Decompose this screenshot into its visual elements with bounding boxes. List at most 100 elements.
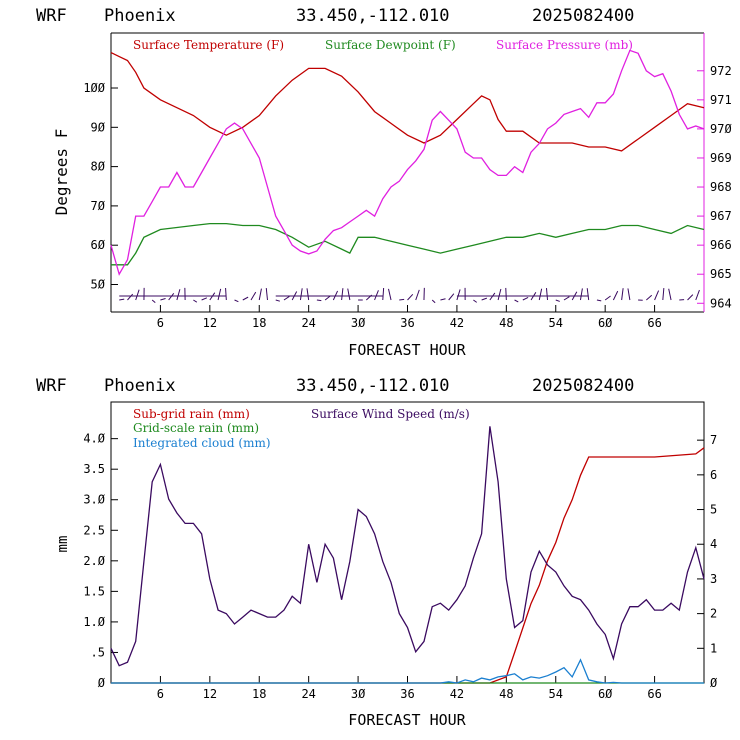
wind-barb [522,296,529,301]
top-xtick-label: 6 [157,316,164,330]
bottom-xtick-label: 42 [450,687,464,701]
series-line-surface-dewpoint-f [111,222,705,266]
bottom-xtick-label: 36 [400,687,414,701]
wind-barb [695,289,700,301]
top-xtick-label: 54 [549,316,563,330]
wind-barb [258,288,262,301]
wind-barb [225,287,227,301]
wind-barb [168,293,175,301]
bottom-ylabel: mm [55,536,71,553]
bottom-ytick-right-label: 5 [710,503,717,517]
top-ytick-left-label: 7Ø [91,199,106,213]
wind-barb [668,288,672,301]
top-xtick-label: 24 [301,316,315,330]
wind-barb [316,299,322,302]
wind-barb [481,297,488,301]
top-ytick-left-label: 9Ø [91,120,106,134]
bottom-ytick-left-label: 3.5 [83,462,105,476]
top-plot-frame [110,32,705,313]
wind-barb [283,296,290,301]
top-ytick-right-label: 966 [710,238,732,252]
wind-barb [127,293,134,301]
bottom-xtick-label: 6 [157,687,164,701]
wind-barb [374,290,379,301]
legend-surface-wind-speed: Surface Wind Speed (m/s) [311,407,470,421]
top-header-coords: 33.450,-112.010 [296,6,450,26]
wind-barb [250,291,257,301]
bottom-header-coords: 33.450,-112.010 [296,376,450,396]
wind-barb [151,299,156,304]
top-header-date: 2025082400 [532,6,634,26]
wind-barb [621,288,624,301]
top-ytick-left-label: 8Ø [91,160,106,174]
bottom-header-model: WRF [36,376,67,396]
top-ytick-right-label: 965 [710,267,732,281]
wind-barb [388,288,392,301]
wind-barb [306,288,310,301]
wind-barb [687,294,694,301]
bottom-xtick-label: 18 [252,687,266,701]
bottom-header-location: Phoenix [104,376,176,396]
top-xtick-label: 18 [252,316,266,330]
top-ylabel: Degrees F [52,129,71,216]
wind-barb [497,288,502,301]
series-line-surface-wind-speed-m-s [110,426,705,667]
wind-barb [193,299,198,303]
bottom-ytick-left-label: 1.Ø [83,615,105,629]
wind-barb [119,298,125,301]
bottom-xlabel: FORECAST HOUR [348,711,466,729]
bottom-ytick-right-label: 4 [710,537,717,551]
wind-barb [662,288,665,301]
wind-barb [456,289,461,301]
top-axis-ticks: 6 12 18 24 3Ø 36 42 48 54 6Ø 66 5Ø 6Ø 7Ø 8Ø 9Ø 1ØØ 964 965… [83,64,732,330]
bottom-ytick-right-label: Ø [710,676,718,690]
series-line-surface-temperature-f [110,52,705,152]
bottom-ytick-left-label: 2.5 [83,523,105,537]
wind-barb [563,296,570,301]
bottom-ytick-right-label: 1 [710,641,717,655]
wind-barb [431,299,436,304]
top-ytick-right-label: 969 [710,151,732,165]
top-ytick-left-label: 5Ø [91,277,106,291]
wind-barb [646,294,653,301]
legend-grid-scale-rain: Grid-scale rain (mm) [133,421,259,435]
bottom-ytick-right-label: 7 [710,433,717,447]
top-xtick-label: 12 [203,316,217,330]
bottom-ytick-left-label: 3.Ø [83,493,105,507]
top-ytick-right-label: 968 [710,180,732,194]
bottom-xtick-label: 3Ø [351,687,366,701]
wind-barb [265,288,268,301]
wind-barb [176,289,181,301]
wind-barb [555,299,560,302]
series-line-surface-pressure-mb [110,49,705,276]
top-xtick-label: 36 [400,316,414,330]
series-line-integrated-cloud-mm [111,658,704,684]
wind-barb [579,288,583,301]
wind-barb [448,293,455,301]
wind-barb [596,299,602,302]
top-panel-header: WRF Phoenix 33.450,-112.010 2025082400 [36,6,634,26]
top-xtick-label: 48 [499,316,513,330]
bottom-xtick-label: 6Ø [598,687,613,701]
wind-barb [604,295,611,301]
top-header-model: WRF [36,6,67,26]
wind-barb [654,290,660,301]
wind-barb [275,299,280,302]
legend-subgrid-rain: Sub-grid rain (mm) [133,407,250,421]
bottom-ytick-left-label: 2.Ø [83,554,105,568]
legend-surface-dewpoint: Surface Dewpoint (F) [325,38,456,52]
bottom-ytick-right-label: 6 [710,468,717,482]
series-line-sub-grid-rain-mm [111,447,705,684]
top-header-location: Phoenix [104,6,176,26]
bottom-axis-ticks: 6 12 18 24 3Ø 36 42 48 54 6Ø 66Ø.51.Ø1.52.Ø2.53.Ø3… [83,432,718,701]
top-ytick-left-label: 6Ø [91,238,106,252]
top-series-lines [110,49,705,276]
bottom-ytick-left-label: Ø [98,676,106,690]
top-xtick-label: 3Ø [351,316,366,330]
wind-barb [217,288,222,301]
wind-barb [545,288,549,301]
bottom-header-date: 2025082400 [532,376,634,396]
wind-barb [505,287,507,301]
wind-barb [299,288,303,301]
bottom-legend: Sub-grid rain (mm) Surface Wind Speed (m… [133,407,470,450]
